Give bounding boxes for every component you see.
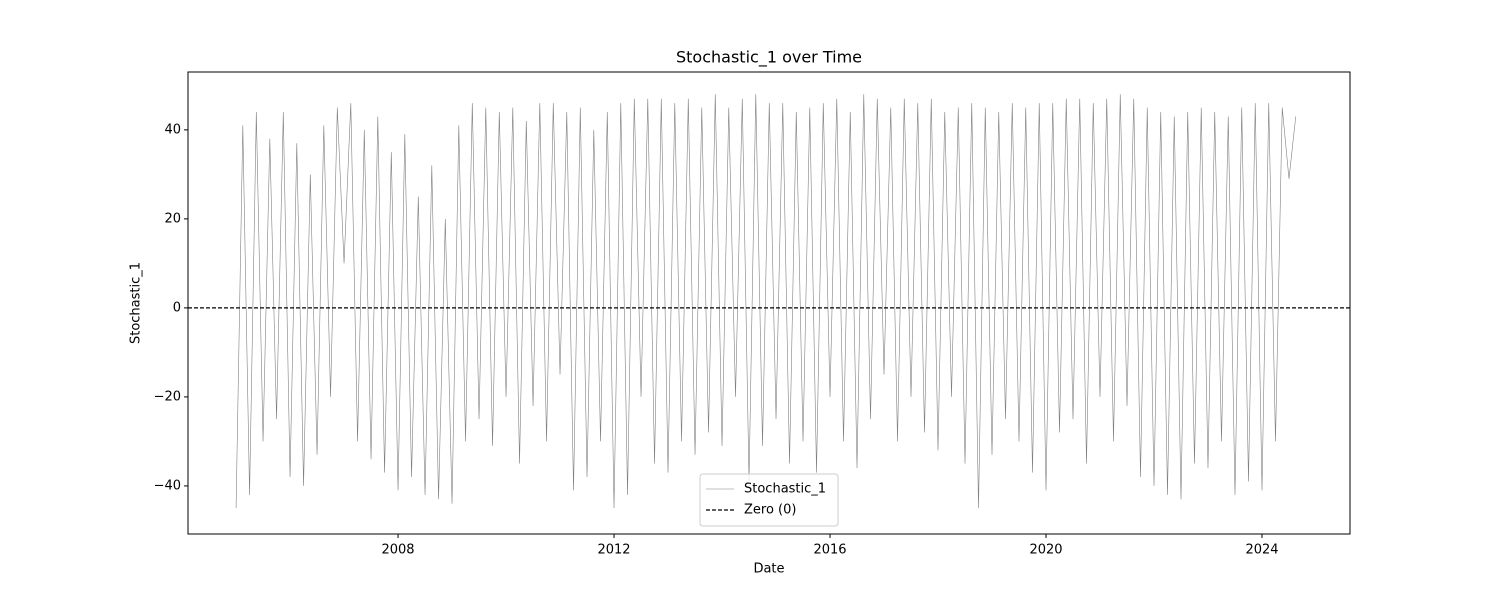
legend-box xyxy=(699,473,839,527)
legend-label: Stochastic_1 xyxy=(744,482,826,497)
x-tick-label: 2016 xyxy=(813,543,846,558)
plot-frame xyxy=(187,71,1351,535)
x-tick-label: 2012 xyxy=(597,543,630,558)
y-tick-label: 40 xyxy=(164,122,181,137)
y-axis-label: Stochastic_1 xyxy=(129,262,144,344)
y-tick-label: 0 xyxy=(173,300,181,315)
x-tick-label: 2024 xyxy=(1245,543,1278,558)
y-tick-label: −20 xyxy=(154,389,181,404)
x-tick-label: 2020 xyxy=(1029,543,1062,558)
x-tick-label: 2008 xyxy=(381,543,414,558)
legend-label: Zero (0) xyxy=(744,503,796,518)
y-tick-label: −40 xyxy=(154,478,181,493)
x-axis-label: Date xyxy=(753,562,784,577)
series-line xyxy=(235,94,1297,509)
chart-title: Stochastic_1 over Time xyxy=(676,48,862,68)
y-tick-label: 20 xyxy=(164,211,181,226)
